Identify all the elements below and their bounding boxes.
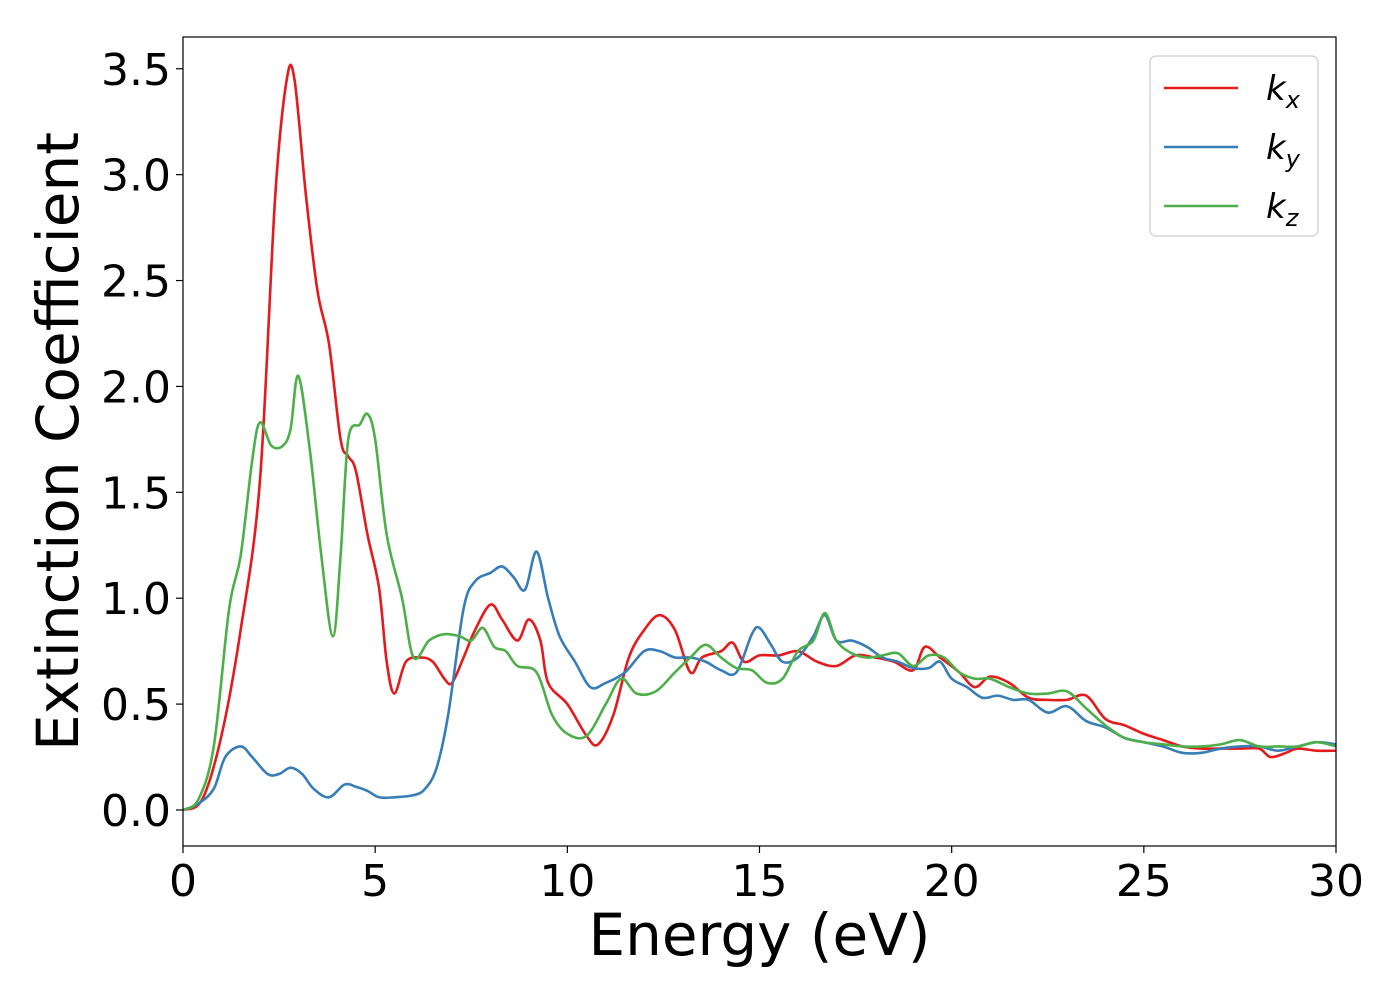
- y-axis-ticks: 0.0 0.5 1.0 1.5 2.0 2.5 3.0 3.5: [101, 45, 183, 837]
- legend-label-y: ky: [1266, 128, 1301, 173]
- x-tick-label: 25: [1116, 856, 1172, 907]
- y-tick-label: 3.5: [101, 45, 171, 96]
- series-line-x: [183, 63, 1336, 812]
- y-tick-label: 3.0: [101, 151, 171, 202]
- y-tick-label: 1.5: [101, 468, 171, 519]
- x-tick-label: 10: [539, 856, 595, 907]
- legend-label-x: kx: [1266, 69, 1301, 114]
- x-tick-label: 20: [924, 856, 980, 907]
- y-tick-label: 1.0: [101, 574, 171, 625]
- x-axis-title: Energy (eV): [588, 901, 930, 969]
- y-tick-label: 2.5: [101, 257, 171, 308]
- series-line-y: [183, 550, 1336, 812]
- y-tick-label: 0.5: [101, 680, 171, 731]
- x-tick-label: 15: [732, 856, 788, 907]
- legend: kx ky kz: [1149, 55, 1319, 237]
- x-tick-label: 5: [361, 856, 389, 907]
- y-tick-label: 2.0: [101, 362, 171, 413]
- series-line-z: [183, 374, 1336, 812]
- x-axis-ticks: 0 5 10 15 20 25 30: [169, 846, 1364, 907]
- x-tick-label: 30: [1308, 856, 1364, 907]
- y-axis-title: Extinction Coefficient: [24, 132, 92, 751]
- plot-lines: [183, 63, 1336, 812]
- legend-label-z: kz: [1266, 187, 1300, 232]
- x-tick-label: 0: [169, 856, 197, 907]
- y-tick-label: 0.0: [101, 786, 171, 837]
